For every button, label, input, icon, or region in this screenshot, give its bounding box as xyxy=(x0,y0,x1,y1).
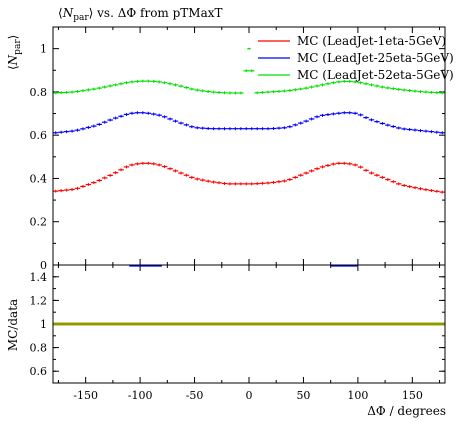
legend-label-series-1: MC (LeadJet-1eta-5GeV) xyxy=(297,34,446,48)
ratio-xtick-label: -150 xyxy=(73,389,98,402)
main-ytick-label: 0.2 xyxy=(30,216,48,229)
main-panel-ylabel: ⟨Npar⟩ xyxy=(6,35,23,70)
series-3 xyxy=(53,47,445,95)
ratio-ytick-label: 1.4 xyxy=(30,271,48,284)
legend-label-series-3: MC (LeadJet-52eta-5GeV) xyxy=(297,68,454,82)
ratio-panel: 0.6 0.8 1 1.2 1.4 -150 -100 -50 0 50 100 150 xyxy=(30,264,446,402)
ratio-xtick-label: 150 xyxy=(402,389,423,402)
main-ytick-label: 1 xyxy=(40,43,47,56)
main-panel: 0 0.2 0.4 0.6 0.8 1 xyxy=(30,26,446,272)
ratio-panel-series xyxy=(53,265,445,326)
ratio-panel-ytick-labels: 0.6 0.8 1 1.2 1.4 xyxy=(30,271,48,378)
series-1 xyxy=(53,161,445,194)
ratio-panel-frame xyxy=(52,264,446,384)
ratio-xtick-label: 0 xyxy=(246,389,253,402)
chart-title: ⟨Npar⟩ vs. ΔΦ from pTMaxT xyxy=(58,6,223,23)
main-panel-ytick-labels: 0 0.2 0.4 0.6 0.8 1 xyxy=(30,43,48,272)
x-axis-label: ΔΦ / degrees xyxy=(367,404,446,418)
ratio-panel-xtick-labels: -150 -100 -50 0 50 100 150 xyxy=(73,389,423,402)
main-panel-series xyxy=(53,47,445,194)
ratio-xtick-label: 50 xyxy=(296,389,310,402)
legend-label-series-2: MC (LeadJet-25eta-5GeV) xyxy=(297,51,454,65)
series-2 xyxy=(53,111,445,135)
ratio-xtick-label: -100 xyxy=(128,389,153,402)
main-ytick-label: 0 xyxy=(40,259,47,272)
ratio-panel-ylabel: MC/data xyxy=(6,299,20,351)
ratio-xtick-label: 100 xyxy=(347,389,368,402)
main-ytick-label: 0.6 xyxy=(30,129,48,142)
legend: MC (LeadJet-1eta-5GeV) MC (LeadJet-25eta… xyxy=(258,34,454,82)
ratio-ytick-label: 1 xyxy=(40,318,47,331)
ratio-ytick-label: 1.2 xyxy=(30,294,48,307)
ratio-ytick-label: 0.6 xyxy=(30,365,48,378)
main-ytick-label: 0.8 xyxy=(30,86,48,99)
ratio-ytick-label: 0.8 xyxy=(30,342,48,355)
ratio-xtick-label: -50 xyxy=(186,389,204,402)
main-ytick-label: 0.4 xyxy=(30,172,48,185)
